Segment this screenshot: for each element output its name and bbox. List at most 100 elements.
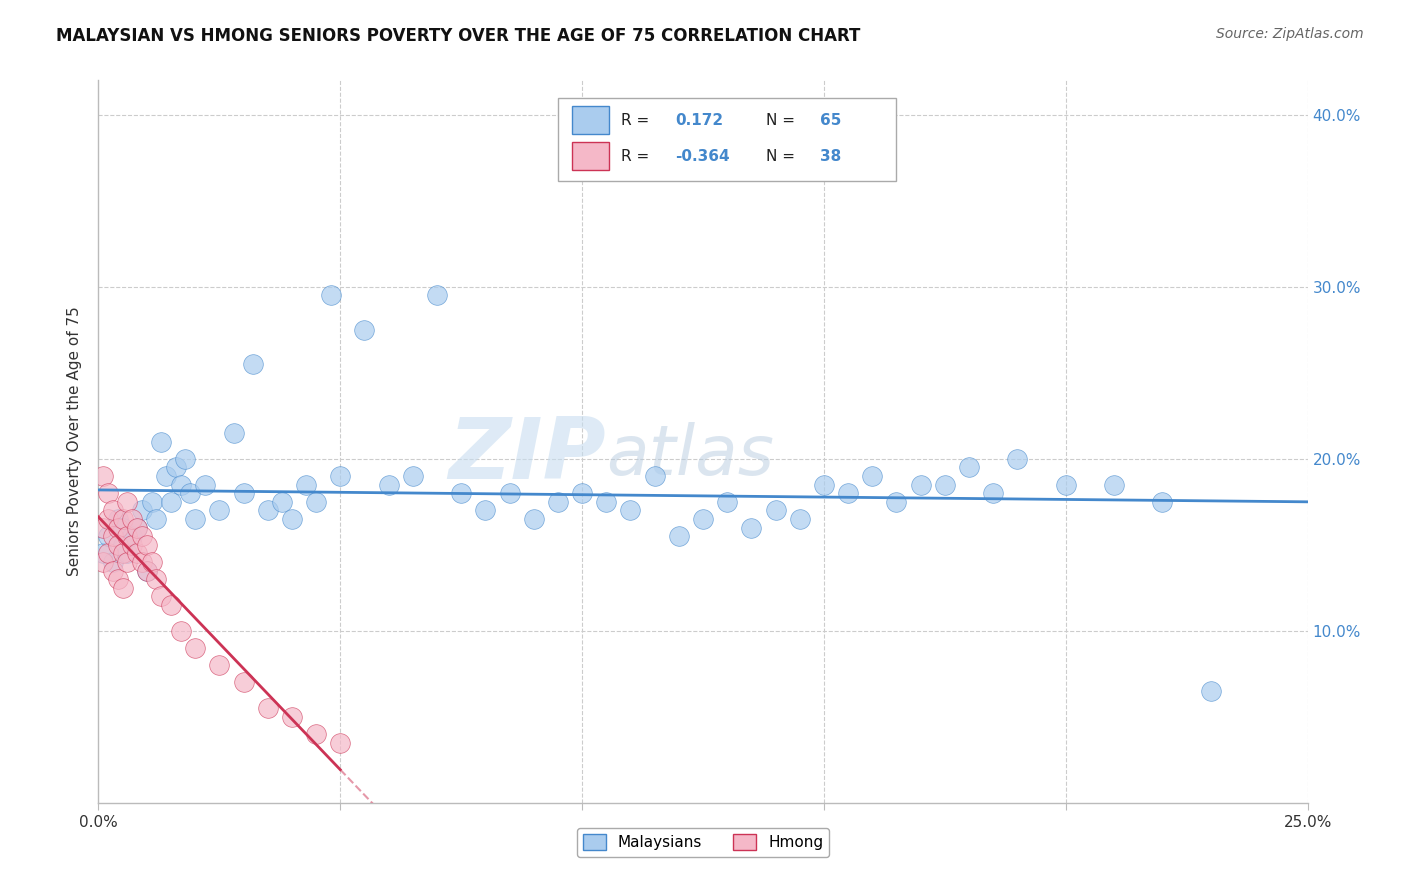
Point [131, 503, 153, 517]
Point [934, 477, 956, 491]
Point [150, 434, 173, 449]
Point [426, 288, 449, 302]
Point [141, 494, 163, 508]
Point [208, 658, 231, 673]
Point [107, 520, 129, 534]
Point [131, 529, 153, 543]
Point [91, 520, 114, 534]
Point [281, 512, 304, 526]
Point [91, 555, 114, 569]
Point [135, 564, 157, 578]
Point [127, 546, 149, 560]
Point [121, 529, 143, 543]
Point [107, 572, 129, 586]
Point [256, 701, 278, 715]
Point [957, 460, 980, 475]
Point [692, 512, 714, 526]
Point [860, 469, 883, 483]
Point [91, 469, 114, 483]
Legend: Malaysians, Hmong: Malaysians, Hmong [576, 829, 830, 856]
Point [1007, 451, 1029, 466]
Point [319, 288, 342, 302]
Point [523, 512, 546, 526]
Point [169, 624, 191, 638]
Point [789, 512, 811, 526]
Point [131, 555, 153, 569]
Point [145, 512, 167, 526]
Point [169, 477, 191, 491]
Point [111, 581, 134, 595]
Point [271, 494, 294, 508]
Point [111, 538, 134, 552]
Point [97, 546, 120, 560]
Point [127, 520, 149, 534]
Point [121, 512, 143, 526]
Text: R =: R = [621, 112, 650, 128]
Point [281, 710, 304, 724]
Point [174, 451, 197, 466]
Point [498, 486, 520, 500]
Point [117, 546, 139, 560]
Point [232, 675, 254, 690]
Point [117, 529, 139, 543]
Point [222, 425, 245, 440]
Text: N =: N = [766, 149, 794, 163]
Point [111, 512, 134, 526]
Text: -0.364: -0.364 [675, 149, 730, 163]
Point [97, 512, 120, 526]
Point [474, 503, 496, 517]
Text: 0.172: 0.172 [675, 112, 723, 128]
Point [329, 735, 352, 749]
Point [1199, 684, 1222, 698]
FancyBboxPatch shape [572, 143, 609, 169]
Point [117, 494, 139, 508]
Point [150, 590, 173, 604]
Point [184, 512, 207, 526]
Point [101, 503, 124, 517]
Point [135, 538, 157, 552]
Point [886, 494, 908, 508]
Point [668, 529, 690, 543]
Point [305, 494, 328, 508]
Point [547, 494, 569, 508]
Point [107, 538, 129, 552]
Point [242, 357, 264, 371]
Text: 38: 38 [820, 149, 842, 163]
Point [194, 477, 217, 491]
Point [571, 486, 593, 500]
Point [765, 503, 787, 517]
Point [813, 477, 835, 491]
Point [160, 598, 183, 612]
Point [91, 546, 114, 560]
Point [910, 477, 932, 491]
Point [595, 494, 617, 508]
Point [450, 486, 472, 500]
Point [1102, 477, 1125, 491]
Point [141, 555, 163, 569]
Point [160, 494, 183, 508]
Text: 65: 65 [820, 112, 842, 128]
Text: atlas: atlas [606, 423, 775, 490]
Point [97, 486, 120, 500]
Point [837, 486, 859, 500]
Point [165, 460, 187, 475]
Point [256, 503, 278, 517]
Point [121, 538, 143, 552]
Point [619, 503, 641, 517]
Point [101, 564, 124, 578]
Point [981, 486, 1004, 500]
Point [155, 469, 177, 483]
Point [353, 323, 375, 337]
Point [107, 512, 129, 526]
Text: R =: R = [621, 149, 650, 163]
Point [145, 572, 167, 586]
Point [184, 640, 207, 655]
Text: Source: ZipAtlas.com: Source: ZipAtlas.com [1216, 27, 1364, 41]
FancyBboxPatch shape [558, 98, 897, 181]
Point [208, 503, 231, 517]
Point [111, 520, 134, 534]
FancyBboxPatch shape [572, 106, 609, 134]
Y-axis label: Seniors Poverty Over the Age of 75: Seniors Poverty Over the Age of 75 [67, 307, 83, 576]
Point [117, 555, 139, 569]
Text: MALAYSIAN VS HMONG SENIORS POVERTY OVER THE AGE OF 75 CORRELATION CHART: MALAYSIAN VS HMONG SENIORS POVERTY OVER … [56, 27, 860, 45]
